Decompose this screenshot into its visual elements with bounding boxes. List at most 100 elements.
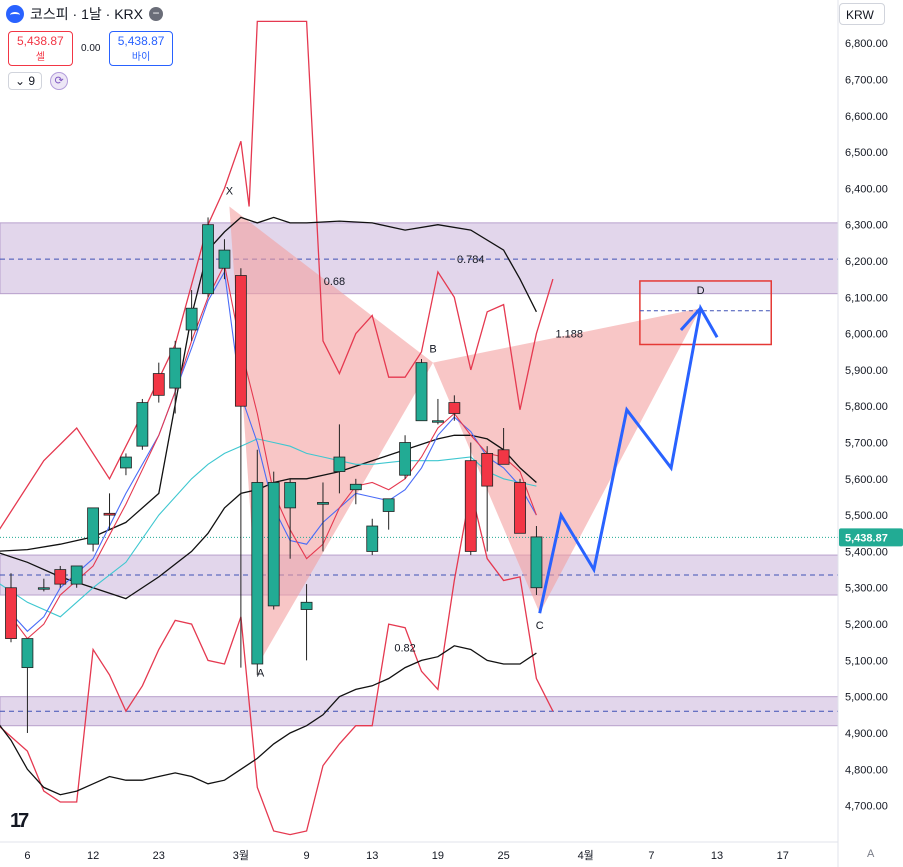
x-tick-label-8: 4월 — [578, 849, 594, 862]
indicators-toggle: ⌄ 9 ⟳ — [8, 72, 69, 90]
candle-body-16 — [267, 482, 280, 607]
y-tick-label-21: 6,800.00 — [845, 38, 888, 50]
y-tick-label-14: 6,100.00 — [845, 292, 888, 304]
y-tick-label-7: 5,400.00 — [845, 546, 888, 558]
candle-body-26 — [432, 420, 444, 423]
candle-body-15 — [251, 482, 264, 665]
indicators-count-button[interactable]: ⌄ 9 — [8, 72, 43, 90]
candle-body-5 — [87, 507, 99, 545]
pattern-label-c: C — [536, 620, 544, 632]
currency-selector[interactable]: KRW — [839, 3, 885, 25]
y-tick-label-2: 4,900.00 — [845, 728, 888, 740]
ratio-label-1: 0.68 — [324, 276, 345, 288]
buy-price: 5,438.87 — [117, 34, 165, 48]
y-tick-label-13: 6,000.00 — [845, 329, 888, 341]
candle-body-18 — [300, 601, 313, 610]
sync-icon[interactable]: ⟳ — [50, 72, 69, 90]
x-tick-label-7: 25 — [497, 850, 509, 862]
chevron-down-icon: ⌄ — [15, 74, 26, 88]
quote-panel: 5,438.87 셀 0.00 5,438.87 바이 — [8, 31, 174, 66]
x-tick-label-2: 23 — [153, 850, 165, 862]
candle-body-3 — [54, 569, 67, 585]
x-tick-label-11: 17 — [777, 850, 789, 862]
candle-body-9 — [152, 373, 165, 396]
candle-body-21 — [349, 483, 362, 491]
candle-body-28 — [464, 460, 477, 552]
candle-body-2 — [37, 587, 50, 590]
candle-body-4 — [70, 565, 83, 585]
candle-body-24 — [399, 442, 411, 476]
ratio-label-2: 1.188 — [556, 329, 584, 341]
x-tick-label-0: 6 — [24, 850, 30, 862]
sell-button[interactable]: 5,438.87 셀 — [8, 31, 73, 66]
x-tick-label-10: 13 — [711, 850, 723, 862]
zone-0 — [0, 222, 839, 295]
y-tick-label-18: 6,500.00 — [845, 147, 888, 159]
pattern-label-x: X — [226, 186, 234, 198]
y-tick-label-16: 6,300.00 — [845, 220, 888, 232]
pattern-labels-layer: X A B C D 0.784 0.68 1.188 0.82 — [226, 186, 705, 680]
ratio-label-3: 0.82 — [394, 643, 415, 655]
indicator-line-3 — [0, 645, 537, 796]
last-price-label: 5,438.87 — [845, 532, 888, 544]
projection-arrowhead — [679, 307, 702, 331]
y-tick-label-19: 6,600.00 — [845, 111, 888, 123]
candle-body-31 — [514, 482, 526, 534]
y-tick-label-9: 5,600.00 — [845, 474, 888, 486]
buy-label: 바이 — [131, 52, 151, 63]
sell-price: 5,438.87 — [17, 34, 64, 48]
candle-body-19 — [317, 502, 329, 505]
candles-layer — [5, 217, 543, 733]
y-tick-label-5: 5,200.00 — [845, 619, 888, 631]
candle-body-14 — [234, 275, 247, 407]
y-tick-label-0: 4,700.00 — [845, 801, 888, 813]
pattern-label-d: D — [697, 285, 705, 297]
indicator-line-0 — [0, 20, 554, 530]
candle-body-22 — [366, 525, 379, 552]
indicator-line-7 — [10, 262, 537, 640]
auto-scale-button[interactable]: A — [867, 848, 875, 860]
y-tick-label-17: 6,400.00 — [845, 183, 888, 195]
y-tick-label-4: 5,100.00 — [845, 655, 888, 667]
ratio-label-0: 0.784 — [457, 254, 485, 266]
kospi-logo-icon — [6, 5, 24, 23]
candle-body-7 — [120, 456, 132, 469]
sell-label: 셀 — [35, 52, 45, 63]
harmonic-pattern-layer — [0, 206, 838, 661]
y-tick-label-15: 6,200.00 — [845, 256, 888, 268]
candle-body-30 — [497, 449, 510, 465]
indicator-line-1 — [0, 489, 554, 836]
candle-body-23 — [382, 498, 395, 512]
minus-circle-icon[interactable]: − — [148, 7, 163, 21]
time-axis-bg — [0, 842, 838, 867]
x-tick-label-6: 19 — [432, 850, 444, 862]
pattern-label-a: A — [257, 667, 265, 679]
symbol-title: 코스피 · 1날 · KRX — [30, 6, 143, 22]
candle-body-1 — [21, 638, 34, 669]
target-box — [639, 280, 772, 346]
candle-body-17 — [284, 482, 297, 509]
candle-body-8 — [136, 402, 149, 447]
price-axis-bg — [838, 0, 903, 867]
x-tick-label-9: 7 — [648, 850, 654, 862]
buy-button[interactable]: 5,438.87 바이 — [108, 31, 174, 66]
candle-body-13 — [218, 249, 231, 269]
indicators-count: 9 — [28, 74, 36, 88]
x-tick-label-5: 13 — [366, 850, 378, 862]
candle-body-25 — [415, 362, 428, 422]
y-tick-label-20: 6,700.00 — [845, 74, 888, 86]
candle-body-20 — [333, 456, 346, 472]
x-tick-label-4: 9 — [303, 850, 309, 862]
chart-header: 코스피 · 1날 · KRX − — [6, 4, 163, 24]
x-tick-label-1: 12 — [87, 850, 99, 862]
x-tick-label-3: 3월 — [233, 849, 249, 862]
y-tick-label-1: 4,800.00 — [845, 764, 888, 776]
y-tick-label-6: 5,300.00 — [845, 583, 888, 595]
y-tick-label-8: 5,500.00 — [845, 510, 888, 522]
tradingview-logo-icon[interactable]: 17 — [10, 810, 29, 832]
candle-body-11 — [185, 307, 198, 331]
candle-body-6 — [103, 512, 116, 516]
pattern-label-b: B — [429, 344, 436, 356]
